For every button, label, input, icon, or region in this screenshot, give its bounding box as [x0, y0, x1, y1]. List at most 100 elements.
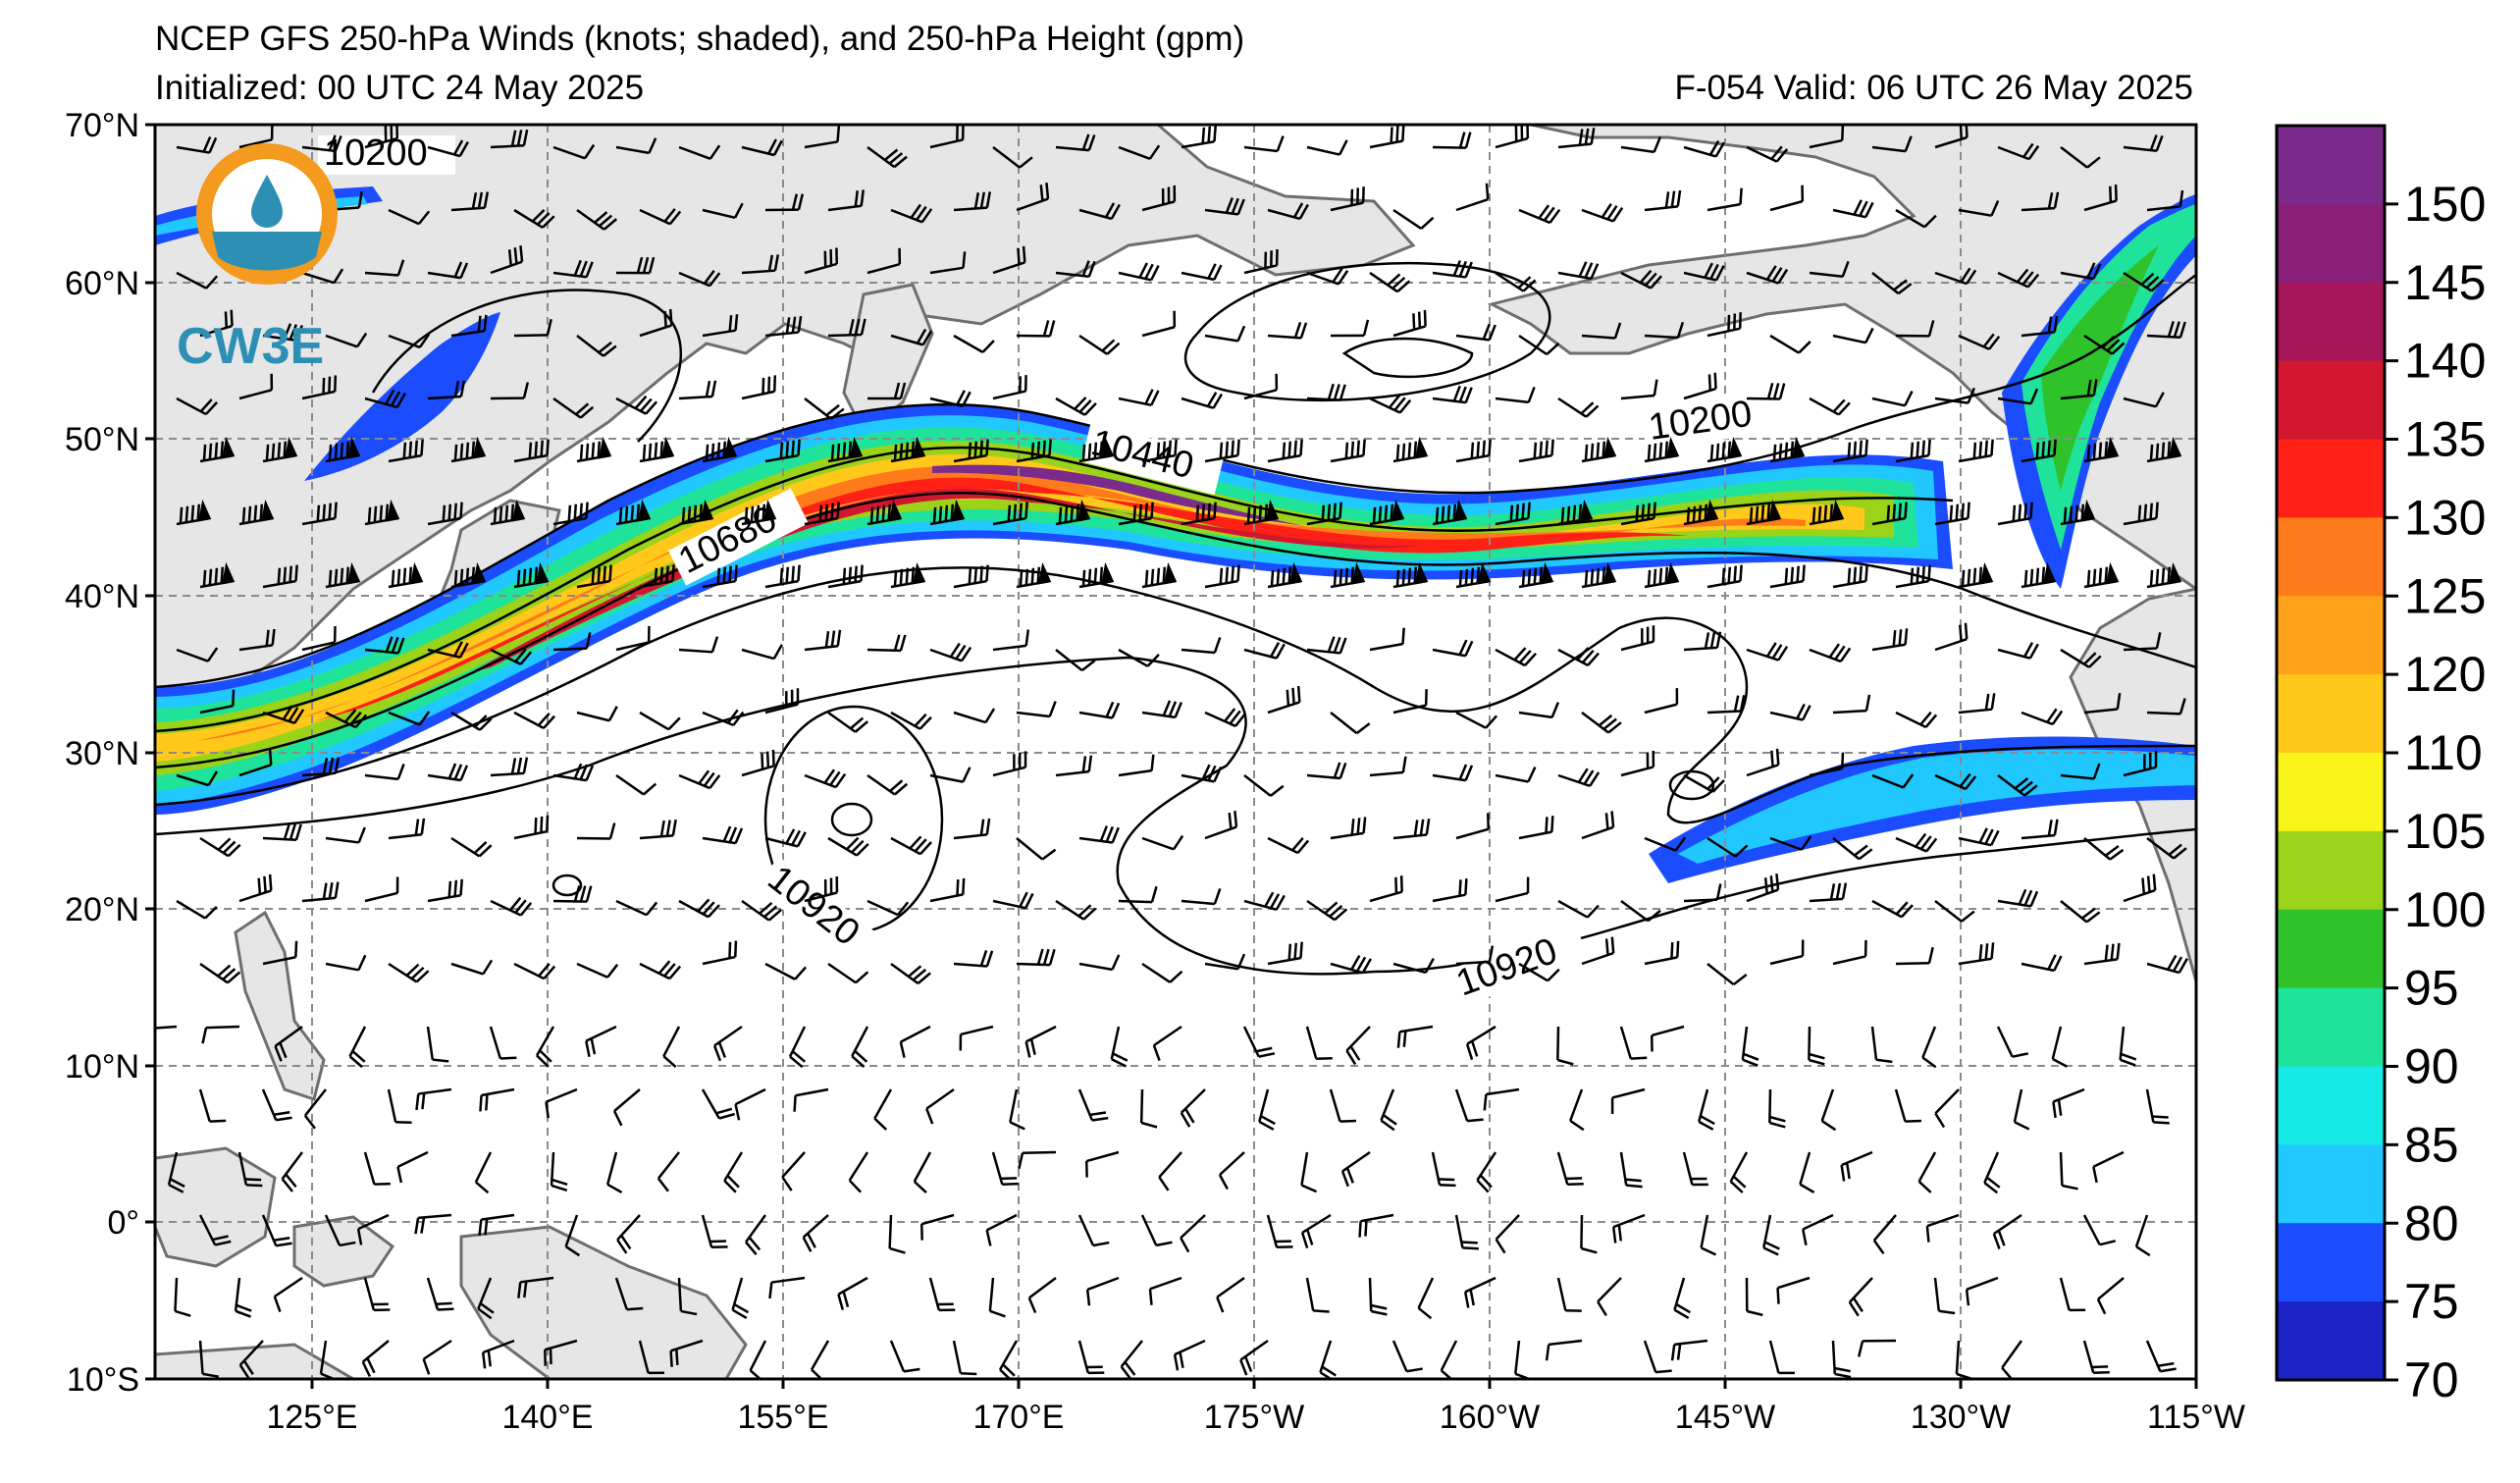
wind-barb: [2060, 648, 2102, 668]
wind-barb: [1330, 319, 1370, 338]
wind-barb: [1141, 962, 1183, 983]
wind-barb: [1832, 939, 1867, 966]
wind-barb: [490, 757, 529, 777]
wind-speed-shading: [155, 186, 2196, 883]
wind-barb: [827, 189, 865, 212]
colorbar-swatch: [2277, 909, 2385, 989]
wind-barb: [301, 375, 338, 400]
wind-barb: [1330, 955, 1372, 975]
wind-barb: [301, 134, 342, 153]
wind-barb: [702, 825, 744, 845]
colorbar-swatch: [2277, 674, 2385, 754]
wind-barb: [827, 711, 869, 733]
wind-barb: [1644, 189, 1682, 212]
wind-barb: [552, 885, 593, 903]
wind-barb: [1455, 439, 1492, 463]
wind-barb: [992, 375, 1027, 400]
wind-barb: [1432, 878, 1468, 903]
wind-barb: [325, 332, 368, 348]
lon-label: 115°W: [2147, 1399, 2245, 1436]
wind-barb: [1518, 439, 1554, 463]
wind-barb: [804, 125, 841, 149]
wind-barb: [1267, 685, 1301, 715]
wind-barb: [1871, 628, 1909, 652]
lon-label: 140°E: [501, 1399, 593, 1436]
colorbar-swatch: [2277, 282, 2385, 362]
wind-barb: [2021, 708, 2064, 726]
wind-barb: [273, 1276, 303, 1312]
wind-barb: [552, 763, 595, 782]
wind-barb: [1958, 439, 1994, 463]
colorbar-swatch: [2277, 360, 2385, 440]
colorbar-swatch: [2277, 1144, 2385, 1224]
wind-barb: [615, 256, 656, 275]
wind-barb: [1644, 561, 1680, 589]
wind-barb: [827, 318, 866, 338]
wind-barb: [490, 245, 524, 275]
wind-barb: [363, 1151, 391, 1186]
wind-barb: [1958, 827, 2000, 847]
wind-barb: [1894, 1088, 1922, 1123]
wind-barb: [262, 705, 305, 724]
lat-label: 60°N: [65, 265, 139, 302]
wind-barb: [2146, 954, 2188, 975]
wind-barb: [788, 1026, 807, 1069]
wind-barb: [174, 1277, 191, 1317]
wind-barb: [656, 1151, 680, 1192]
wind-barb: [261, 1088, 292, 1122]
wind-barb: [388, 962, 430, 983]
wind-barb: [325, 436, 361, 463]
map-title: NCEP GFS 250-hPa Winds (knots; shaded), …: [155, 20, 1245, 58]
wind-barb: [953, 191, 992, 212]
wind-barb: [1243, 774, 1285, 797]
wind-barb: [544, 1339, 578, 1366]
wind-barb: [2123, 632, 2162, 652]
wind-barb: [1581, 561, 1617, 589]
wind-barb: [199, 962, 241, 984]
wind-barb: [1084, 1150, 1120, 1178]
wind-barb: [1078, 954, 1121, 972]
wind-barb: [929, 499, 966, 526]
wind-barb: [2146, 561, 2182, 589]
wind-barb: [2146, 698, 2186, 715]
wind-barb: [1581, 202, 1624, 223]
wind-barb: [325, 954, 367, 972]
wind-barb: [1934, 502, 1970, 526]
cw3e-logo: CW3E: [177, 143, 338, 375]
wind-barb: [2082, 1214, 2117, 1246]
wind-barb: [2123, 751, 2158, 777]
wind-barb: [768, 1276, 806, 1299]
wind-barb: [1340, 1150, 1371, 1188]
wind-barb: [1055, 260, 1096, 279]
wind-barb: [953, 439, 989, 463]
wind-barb: [1078, 701, 1121, 719]
wind-barb: [1454, 1214, 1479, 1250]
wind-barb: [741, 138, 783, 157]
wind-barb: [1581, 936, 1615, 966]
colorbar-label: 75: [2404, 1274, 2459, 1329]
wind-barb: [2051, 1026, 2068, 1068]
wind-barb: [1706, 836, 1749, 858]
wind-barb: [576, 335, 617, 357]
wind-barb: [614, 1277, 644, 1311]
wind-barb: [702, 940, 738, 966]
wind-barb: [1369, 394, 1412, 414]
wind-barb: [396, 1150, 429, 1184]
wind-barb: [1204, 325, 1246, 343]
wind-barb: [1620, 899, 1661, 923]
wind-barb: [1556, 1277, 1582, 1312]
wind-barb: [1557, 647, 1601, 666]
wind-barb: [2083, 184, 2118, 212]
wind-barb: [1267, 561, 1303, 589]
wind-barb: [1769, 939, 1805, 966]
wind-barb: [1958, 333, 2001, 350]
wind-barb: [1769, 564, 1806, 589]
wind-barb: [615, 773, 657, 796]
wind-barb: [1557, 768, 1601, 788]
wind-barb: [1330, 186, 1365, 212]
wind-barb: [741, 375, 777, 400]
lat-label: 40°N: [65, 578, 139, 615]
wind-barb: [1871, 390, 1914, 407]
wind-barb: [301, 625, 337, 652]
